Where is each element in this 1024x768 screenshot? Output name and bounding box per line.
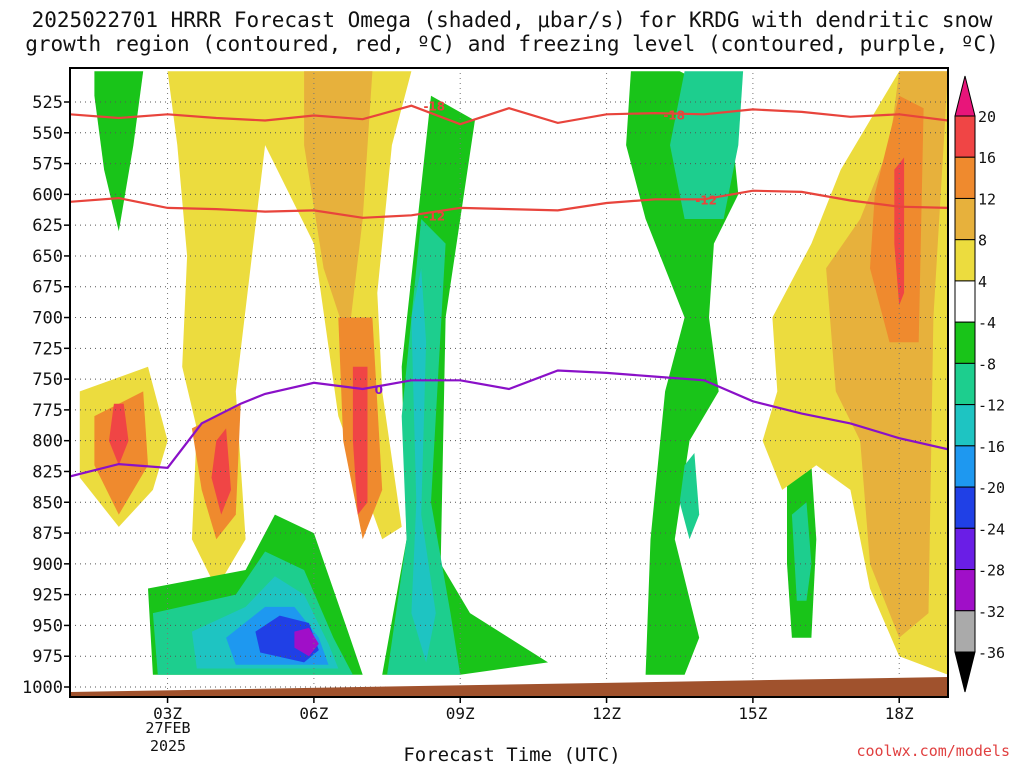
colorbar-label-7: -12 xyxy=(978,397,1005,415)
colorbar-box-6 xyxy=(954,362,976,406)
y-tick-label-950: 950 xyxy=(32,616,63,636)
colorbar-box-10 xyxy=(954,527,976,571)
y-tick-label-875: 875 xyxy=(32,524,63,544)
y-tick-label-850: 850 xyxy=(32,493,63,513)
colorbar-label-5: -4 xyxy=(978,314,996,332)
colorbar-label-3: 8 xyxy=(978,232,987,250)
date-label-year: 2025 xyxy=(149,737,187,755)
y-tick-label-750: 750 xyxy=(32,370,63,390)
x-tick-label-09Z: 09Z xyxy=(446,704,475,723)
contour-label-1-b: -12 xyxy=(695,193,717,207)
colorbar-bottom-arrow xyxy=(954,651,976,693)
y-tick-label-1000: 1000 xyxy=(22,678,63,698)
colorbar-box-2 xyxy=(954,197,976,241)
colorbar-label-13: -36 xyxy=(978,644,1005,662)
contour-label-2: 0 xyxy=(375,383,383,397)
y-tick-label-575: 575 xyxy=(32,155,63,175)
colorbar-label-2: 12 xyxy=(978,190,996,208)
omega-region-7 xyxy=(211,428,231,515)
colorbar-label-1: 16 xyxy=(978,149,996,167)
x-tick-label-18Z: 18Z xyxy=(885,704,914,723)
omega-region-20 xyxy=(670,71,744,219)
omega-region-18 xyxy=(294,627,319,657)
omega-region-2 xyxy=(304,71,373,343)
omega-region-27 xyxy=(894,157,905,306)
x-axis-label: Forecast Time (UTC) xyxy=(403,744,621,766)
omega-region-5 xyxy=(109,403,129,466)
contour-line-2 xyxy=(70,369,948,478)
y-axis: 525 550 575 600 625 650 675 700 725 750 775 800 825 8… xyxy=(22,93,70,698)
y-tick-label-800: 800 xyxy=(32,432,63,452)
date-label-day: 27FEB xyxy=(145,719,191,737)
contour-line-0 xyxy=(70,104,948,126)
omega-region-11 xyxy=(387,219,461,675)
chart-title-line-1: 2025022701 HRRR Forecast Omega (shaded, … xyxy=(31,8,993,32)
y-tick-label-975: 975 xyxy=(32,647,63,667)
colorbar-box-7 xyxy=(954,404,976,447)
colorbar-box-5 xyxy=(954,321,976,364)
contour-label-1: -12 xyxy=(423,209,445,223)
omega-region-0 xyxy=(94,71,144,232)
contour-line-1 xyxy=(70,189,948,219)
terrain-ground xyxy=(70,677,948,697)
colorbar-box-1 xyxy=(954,156,976,199)
colorbar-label-4: 4 xyxy=(978,273,987,291)
colorbar-box-9 xyxy=(954,486,976,529)
contour-label-0: -18 xyxy=(423,100,445,114)
omega-region-12 xyxy=(411,268,436,663)
colorbar-box-12 xyxy=(954,610,976,653)
omega-region-23 xyxy=(791,502,812,601)
colorbar-top-arrow xyxy=(954,75,976,117)
y-tick-label-700: 700 xyxy=(32,309,63,329)
colorbar-label-8: -16 xyxy=(978,438,1005,456)
colorbar-label-0: 20 xyxy=(978,108,996,126)
colorbar-box-11 xyxy=(954,569,976,612)
y-tick-label-775: 775 xyxy=(32,401,63,421)
y-tick-label-525: 525 xyxy=(32,93,63,113)
omega-region-19 xyxy=(626,71,739,675)
colorbar-box-0 xyxy=(954,115,976,158)
colorbar-legend: 20 16 12 8 4 -4 -8 -12 -16 -20 -24 -28 -32 -36 xyxy=(954,75,1005,693)
colorbar-box-4 xyxy=(954,280,976,323)
y-tick-label-550: 550 xyxy=(32,124,63,144)
omega-shading xyxy=(79,71,948,675)
colorbar-box-3 xyxy=(954,239,976,282)
colorbar-label-11: -28 xyxy=(978,562,1005,580)
colorbar-label-12: -32 xyxy=(978,603,1005,621)
y-tick-label-925: 925 xyxy=(32,586,63,606)
y-tick-label-600: 600 xyxy=(32,185,63,205)
colorbar-label-10: -24 xyxy=(978,520,1005,538)
source-credit: coolwx.com/models xyxy=(856,742,1010,760)
y-tick-label-650: 650 xyxy=(32,247,63,267)
y-tick-label-825: 825 xyxy=(32,462,63,482)
colorbar-box-8 xyxy=(954,445,976,488)
x-tick-label-15Z: 15Z xyxy=(738,704,767,723)
y-tick-label-625: 625 xyxy=(32,216,63,236)
chart-title-line-2: growth region (contoured, red, ºC) and f… xyxy=(25,32,999,56)
x-tick-label-12Z: 12Z xyxy=(592,704,621,723)
colorbar-label-9: -20 xyxy=(978,479,1005,497)
x-axis: 03Z 06Z 09Z 12Z 15Z 18Z xyxy=(153,697,914,723)
contour-label-0-b: -18 xyxy=(663,108,685,122)
colorbar-label-6: -8 xyxy=(978,355,996,373)
plot-frame xyxy=(69,67,949,698)
y-tick-label-900: 900 xyxy=(32,555,63,575)
omega-region-21 xyxy=(679,453,700,540)
x-tick-label-03Z: 03Z xyxy=(153,704,182,723)
y-tick-label-725: 725 xyxy=(32,339,63,359)
temperature-contours: -18 -18 -12 -12 0 xyxy=(70,100,948,478)
y-tick-label-675: 675 xyxy=(32,278,63,298)
x-tick-label-06Z: 06Z xyxy=(299,704,328,723)
